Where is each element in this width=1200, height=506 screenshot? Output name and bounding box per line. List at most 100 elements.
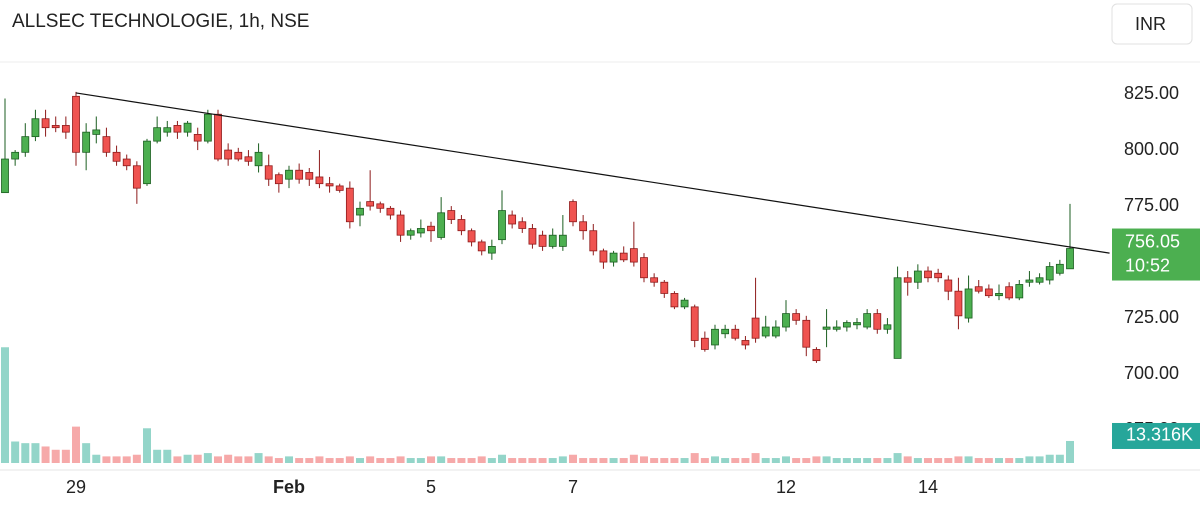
- candle-body: [214, 113, 222, 160]
- candle-body: [518, 221, 527, 229]
- candle-body: [31, 118, 40, 138]
- candle-body: [295, 169, 304, 180]
- candle-body: [589, 230, 598, 252]
- volume-bar: [792, 458, 801, 463]
- candle-body: [721, 328, 730, 335]
- candle-body: [700, 337, 709, 350]
- volume-bar: [771, 458, 780, 463]
- candle-body: [974, 286, 983, 292]
- candle-body: [376, 203, 385, 209]
- candle-body: [1055, 263, 1064, 274]
- candle-body: [660, 281, 669, 294]
- price-badge: [1112, 228, 1200, 281]
- candle-body: [274, 174, 283, 185]
- candle-body: [183, 122, 192, 133]
- candle-body: [995, 293, 1003, 297]
- volume-bar: [1015, 458, 1024, 463]
- candle-body: [244, 156, 253, 162]
- candle-body: [751, 317, 760, 339]
- candle-body: [944, 279, 953, 292]
- volume-bar: [1035, 456, 1044, 463]
- volume-bar: [376, 458, 385, 463]
- candle-body: [924, 270, 932, 279]
- candle-body: [143, 140, 151, 185]
- candle-body: [416, 228, 425, 234]
- volume-bar: [924, 458, 932, 463]
- volume-bar: [1055, 454, 1064, 463]
- y-tick-label: 725.00: [1124, 307, 1179, 327]
- volume-bar: [31, 443, 40, 463]
- volume-bar: [356, 458, 364, 463]
- candle-body: [802, 319, 811, 348]
- candle-body: [1045, 266, 1054, 281]
- candle-body: [761, 326, 770, 337]
- volume-bar: [325, 458, 334, 463]
- volume-bar: [721, 458, 730, 463]
- currency-label[interactable]: INR: [1135, 14, 1166, 34]
- candle-body: [163, 127, 172, 133]
- volume-bar: [244, 456, 253, 463]
- volume-bar: [396, 456, 405, 463]
- candle-body: [558, 234, 567, 247]
- candle-body: [356, 207, 364, 216]
- volume-bar: [345, 456, 354, 463]
- volume-bar: [670, 458, 679, 463]
- volume-bar: [11, 441, 20, 463]
- candle-body: [782, 313, 790, 328]
- currency-button[interactable]: [1111, 3, 1193, 45]
- y-tick-label: 775.00: [1124, 195, 1179, 215]
- candle-body: [396, 214, 405, 236]
- y-tick-label: 825.00: [1124, 83, 1179, 103]
- volume-bar: [41, 446, 50, 463]
- candle-body: [203, 113, 212, 142]
- volume-bar: [782, 456, 790, 463]
- volume-bar: [508, 458, 517, 463]
- volume-bar: [173, 456, 182, 463]
- candle-body: [873, 313, 882, 330]
- x-tick-label: 14: [918, 477, 938, 497]
- volume-bar: [274, 458, 283, 463]
- candle-body: [934, 272, 943, 279]
- candle-body: [345, 187, 354, 223]
- candle-body: [498, 210, 506, 241]
- x-tick-label: 7: [568, 477, 578, 497]
- candle-body: [467, 230, 476, 243]
- volume-bar: [1005, 458, 1014, 463]
- candle-body: [61, 125, 70, 133]
- volume-bar: [295, 458, 304, 463]
- volume-bar: [984, 458, 993, 463]
- candle-body: [731, 328, 740, 339]
- candle-body: [41, 118, 50, 129]
- candle-body: [832, 326, 841, 330]
- candle-body: [569, 201, 577, 223]
- candle-body: [640, 257, 648, 279]
- candle-body: [427, 225, 435, 232]
- candle-body: [11, 151, 20, 160]
- candle-body: [477, 241, 486, 252]
- volume-bar: [863, 458, 872, 463]
- candle-body: [741, 340, 750, 346]
- candle-body: [863, 313, 872, 328]
- candle-body: [812, 349, 821, 362]
- candle-body: [234, 151, 243, 160]
- volume-bar: [61, 449, 70, 463]
- y-tick-label: 700.00: [1124, 363, 1179, 383]
- candle-body: [92, 129, 101, 135]
- candle-body: [224, 149, 233, 160]
- volume-bar: [214, 456, 222, 463]
- countdown: 10:52: [1125, 255, 1170, 275]
- volume-bar: [934, 458, 943, 463]
- x-tick-label: Feb: [273, 477, 305, 497]
- candle-body: [153, 127, 162, 142]
- candle-body: [305, 172, 314, 180]
- candle-body: [254, 151, 263, 167]
- volume-bar: [143, 428, 151, 463]
- candle-body: [954, 290, 963, 317]
- x-tick-label: 29: [66, 477, 86, 497]
- volume-bar: [589, 458, 598, 463]
- candle-body: [82, 131, 91, 153]
- volume-bar: [366, 456, 375, 463]
- x-tick-label: 5: [426, 477, 436, 497]
- volume-bar: [51, 449, 60, 463]
